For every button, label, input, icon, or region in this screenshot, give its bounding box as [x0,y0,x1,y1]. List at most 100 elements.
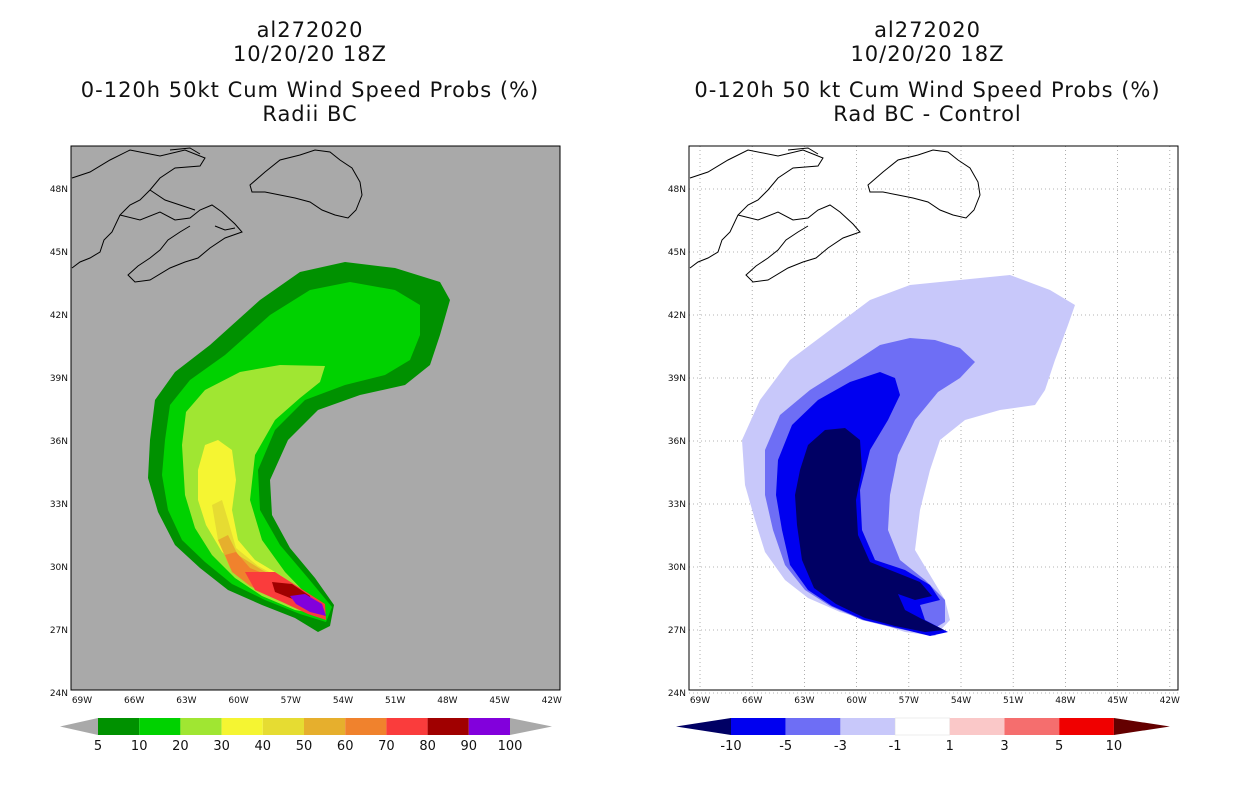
colorbar-label: -3 [834,739,847,754]
right-lon-label: 57W [899,696,919,706]
left-title-product: 0-120h 50kt Cum Wind Speed Probs (%) [80,78,540,102]
right-lon-label: 63W [794,696,814,706]
left-lat-label: 30N [50,563,68,573]
left-lat-label: 33N [50,500,68,510]
right-lat-label: 27N [668,626,686,636]
right-lat-label: 45N [668,248,686,258]
colorbar-label: -5 [779,739,792,754]
colorbar-swatch [1059,718,1114,735]
left-probability-contours [148,262,450,632]
colorbar-swatch [139,718,181,735]
colorbar-label: 1 [946,739,954,754]
contour-90-100 [290,594,326,616]
right-lon-label: 51W [1003,696,1023,706]
left-lon-label: 42W [542,696,562,706]
left-lon-labels: 69W 66W 63W 60W 57W 54W 51W 48W 45W 42W [72,696,562,706]
right-coastlines [689,147,981,283]
colorbar-over-arrow [1113,718,1170,735]
colorbar-label: 100 [498,739,523,754]
left-lon-label: 45W [489,696,509,706]
colorbar-over-arrow [510,718,552,735]
left-lat-label: 48N [50,185,68,195]
colorbar-swatch [345,718,387,735]
left-map-frame [70,145,561,691]
right-lat-label: 33N [668,500,686,510]
colorbar-swatch [221,718,263,735]
colorbar-swatch [386,718,428,735]
colorbar-label: 3 [1000,739,1008,754]
colorbar-label: 5 [94,739,102,754]
contour-below-minus-10 [795,428,944,632]
right-lat-label: 42N [668,311,686,321]
left-lon-label: 51W [385,696,405,706]
left-lat-label: 24N [50,689,68,699]
colorbar-swatch [180,718,222,735]
colorbar-under-arrow [676,718,731,735]
colorbar-label: 60 [337,739,354,754]
right-lat-labels: 48N 45N 42N 39N 36N 33N 30N 27N 24N [668,185,686,699]
colorbar-swatch [1004,718,1060,735]
right-map: 48N 45N 42N 39N 36N 33N 30N 27N 24N 69W 66W 63W 60W… [668,145,1180,706]
right-lon-labels: 69W 66W 63W 60W 57W 54W 51W 48W 45W 42W [690,696,1180,706]
right-map-frame [688,145,1179,691]
left-map: 48N 45N 42N 39N 36N 33N 30N 27N 24N 69W 66W 63W 60W… [50,145,562,706]
left-title-date: 10/20/20 18Z [232,42,388,66]
right-lat-label: 39N [668,374,686,384]
right-colorbar [676,717,1170,736]
colorbar-under-arrow [60,718,98,735]
left-lon-label: 48W [437,696,457,706]
left-lat-label: 39N [50,374,68,384]
right-lon-label: 42W [1160,696,1180,706]
colorbar-label: 40 [255,739,272,754]
right-title-product: 0-120h 50 kt Cum Wind Speed Probs (%) [694,78,1161,102]
colorbar-label: -10 [720,739,741,754]
left-lon-label: 57W [281,696,301,706]
colorbar-swatch [785,718,841,735]
contour-30-40 [198,440,318,608]
right-lon-label: 54W [951,696,971,706]
left-lon-label: 66W [124,696,144,706]
right-lon-label: 45W [1107,696,1127,706]
colorbar-label: 70 [378,739,395,754]
colorbar-label: 30 [213,739,230,754]
colorbar-label: 90 [461,739,478,754]
left-lon-label: 63W [176,696,196,706]
right-title-storm-id: al272020 [874,18,981,42]
left-colorbar [60,718,552,735]
colorbar-swatch [304,718,346,735]
colorbar-swatch [468,718,510,735]
colorbar-swatch [731,718,786,735]
left-panel-title: al272020 10/20/20 18Z 0-120h 50kt Cum Wi… [40,18,580,126]
left-lon-label: 60W [228,696,248,706]
left-title-storm-id: al272020 [256,18,364,42]
right-lat-label: 30N [668,563,686,573]
colorbar-swatch [262,718,304,735]
colorbar-label: 10 [1106,739,1123,754]
colorbar-swatch [427,718,469,735]
left-lat-label: 36N [50,437,68,447]
left-colorbar-labels: 5 10 20 30 40 50 60 70 80 90 100 [94,739,523,754]
right-lat-label: 48N [668,185,686,195]
right-lat-label: 36N [668,437,686,447]
left-lat-label: 45N [50,248,68,258]
colorbar-swatch [840,718,896,735]
colorbar-label: 20 [172,739,189,754]
right-lon-label: 48W [1055,696,1075,706]
right-title-subtitle: Rad BC - Control [833,102,1022,126]
colorbar-swatch [894,717,951,736]
right-colorbar-labels: -10 -5 -3 -1 1 3 5 10 [720,739,1122,754]
colorbar-swatch [949,718,1005,735]
left-lat-label: 27N [50,626,68,636]
right-lon-label: 66W [742,696,762,706]
colorbar-label: 50 [296,739,313,754]
contour-20-30 [182,365,325,614]
left-title-subtitle: Radii BC [262,102,358,126]
right-title-date: 10/20/20 18Z [850,42,1005,66]
colorbar-label: -1 [889,739,902,754]
right-difference-contours [742,275,1075,636]
right-lon-label: 60W [846,696,866,706]
left-lon-label: 69W [72,696,92,706]
left-coastlines [71,147,363,283]
right-lon-label: 69W [690,696,710,706]
